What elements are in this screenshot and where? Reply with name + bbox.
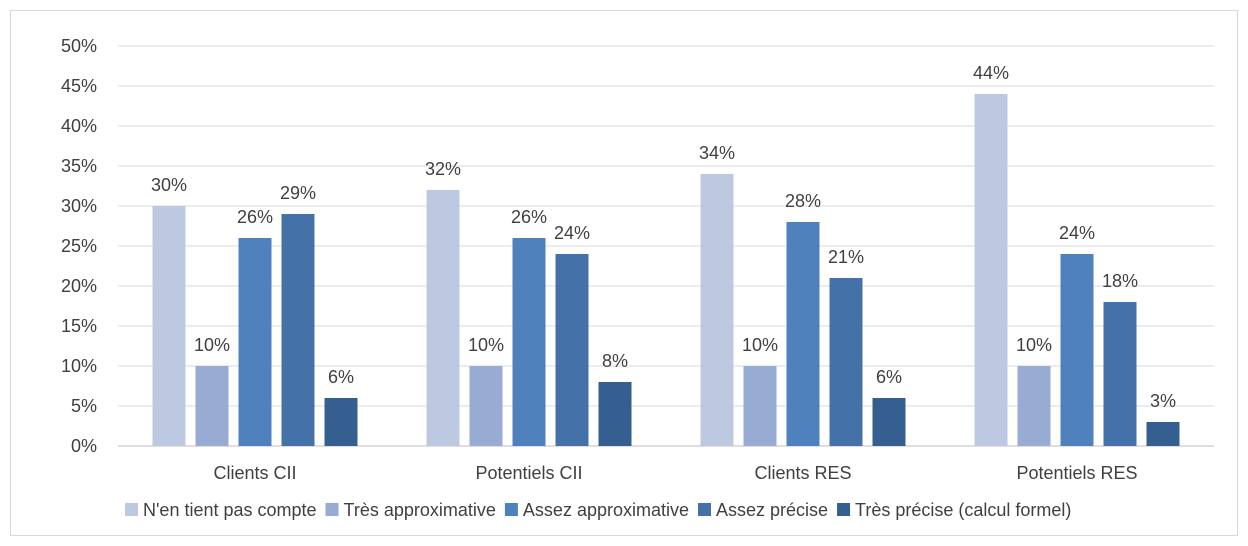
bar (786, 222, 820, 446)
bar (324, 398, 358, 446)
bar (1103, 302, 1137, 446)
y-tick-label: 50% (61, 36, 97, 56)
data-label: 21% (828, 247, 864, 267)
bar (555, 254, 589, 446)
y-tick-label: 45% (61, 76, 97, 96)
y-tick-label: 20% (61, 276, 97, 296)
bar (700, 174, 734, 446)
y-tick-label: 25% (61, 236, 97, 256)
bars (152, 94, 1180, 446)
bar (743, 366, 777, 446)
category-label: Clients CII (213, 463, 296, 483)
data-label: 29% (280, 183, 316, 203)
legend-swatch (698, 503, 711, 516)
bar (872, 398, 906, 446)
y-tick-label: 40% (61, 116, 97, 136)
category-label: Clients RES (754, 463, 851, 483)
bar (974, 94, 1008, 446)
data-label: 26% (237, 207, 273, 227)
legend-swatch (325, 503, 339, 516)
bar (1060, 254, 1094, 446)
y-axis-ticks: 0% 5% 10% 15% 20% 25% 30% 35% 40% 45% 50% (61, 36, 97, 456)
bar (512, 238, 546, 446)
data-label: 28% (785, 191, 821, 211)
legend-item: Assez précise (698, 500, 828, 520)
data-label: 32% (425, 159, 461, 179)
legend-label: Très précise (calcul formel) (855, 500, 1071, 520)
data-label: 10% (468, 335, 504, 355)
data-labels: 30% 10% 26% 29% 6% 32% 10% 26% 24% 8% 34% 10% 28% 21%… (151, 63, 1176, 411)
chart-frame: 0% 5% 10% 15% 20% 25% 30% 35% 40% 45% 50% 30% 10% 26… (10, 10, 1238, 536)
legend-item: Très précise (calcul formel) (837, 500, 1071, 520)
data-label: 30% (151, 175, 187, 195)
legend-label: Assez précise (716, 500, 828, 520)
data-label: 24% (554, 223, 590, 243)
data-label: 34% (699, 143, 735, 163)
y-tick-label: 35% (61, 156, 97, 176)
category-label: Potentiels CII (475, 463, 582, 483)
bar-chart: 0% 5% 10% 15% 20% 25% 30% 35% 40% 45% 50% 30% 10% 26… (61, 36, 1214, 520)
data-label: 44% (973, 63, 1009, 83)
legend-label: Assez approximative (523, 500, 689, 520)
bar (238, 238, 272, 446)
bar (829, 278, 863, 446)
data-label: 10% (194, 335, 230, 355)
x-axis-categories: Clients CII Potentiels CII Clients RES Pote… (213, 463, 1137, 483)
legend-label: Très approximative (344, 500, 496, 520)
data-label: 24% (1059, 223, 1095, 243)
bar (426, 190, 460, 446)
y-tick-label: 15% (61, 316, 97, 336)
bar (1017, 366, 1051, 446)
bar (281, 214, 315, 446)
data-label: 3% (1150, 391, 1176, 411)
data-label: 10% (1016, 335, 1052, 355)
y-tick-label: 30% (61, 196, 97, 216)
legend: N'en tient pas compte Très approximative A… (125, 500, 1071, 520)
data-label: 10% (742, 335, 778, 355)
legend-swatch (837, 503, 851, 516)
bar (195, 366, 229, 446)
category-label: Potentiels RES (1016, 463, 1137, 483)
data-label: 6% (876, 367, 902, 387)
data-label: 6% (328, 367, 354, 387)
y-tick-label: 0% (71, 436, 97, 456)
bar (1146, 422, 1180, 446)
legend-label: N'en tient pas compte (143, 500, 317, 520)
bar (598, 382, 632, 446)
bar (469, 366, 503, 446)
legend-item: Très approximative (325, 500, 496, 520)
y-tick-label: 5% (71, 396, 97, 416)
data-label: 18% (1102, 271, 1138, 291)
legend-item: Assez approximative (504, 500, 689, 520)
legend-swatch (504, 503, 518, 516)
legend-item: N'en tient pas compte (125, 500, 317, 520)
legend-swatch (125, 503, 138, 516)
data-label: 8% (602, 351, 628, 371)
y-tick-label: 10% (61, 356, 97, 376)
bar (152, 206, 186, 446)
data-label: 26% (511, 207, 547, 227)
